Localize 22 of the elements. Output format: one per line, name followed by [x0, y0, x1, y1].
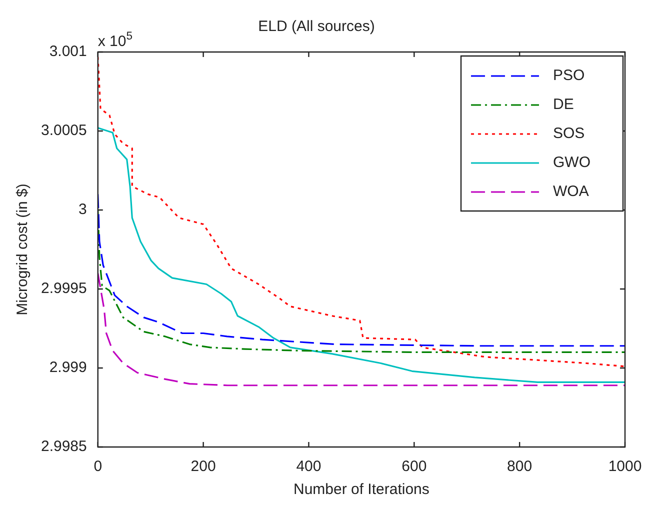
x-tick-label: 600	[402, 458, 427, 476]
chart-title: ELD (All sources)	[258, 18, 375, 36]
legend-label: SOS	[553, 125, 585, 142]
x-tick-label: 1000	[608, 458, 642, 476]
legend-label: GWO	[553, 154, 590, 172]
y-tick-label: 3.0005	[40, 122, 87, 140]
x-tick-label: 0	[94, 458, 102, 476]
y-tick-label: 2.9995	[40, 280, 87, 298]
legend-label: DE	[553, 96, 574, 114]
x-tick-label: 400	[296, 458, 322, 476]
x-tick-label: 800	[507, 458, 532, 476]
y-axis-title: Microgrid cost (in $)	[14, 184, 32, 316]
legend-label: WOA	[553, 183, 589, 200]
y-tick-label: 3.001	[49, 43, 87, 60]
legend-label: PSO	[553, 67, 585, 84]
y-tick-label: 3	[78, 201, 87, 218]
line-series	[98, 56, 625, 368]
y-tick-label: 2.999	[49, 359, 87, 376]
x-axis-title: Number of Iterations	[293, 481, 430, 498]
x-tick-label: 200	[190, 458, 216, 476]
y-tick-label: 2.9985	[40, 438, 87, 456]
line-series	[98, 272, 625, 386]
